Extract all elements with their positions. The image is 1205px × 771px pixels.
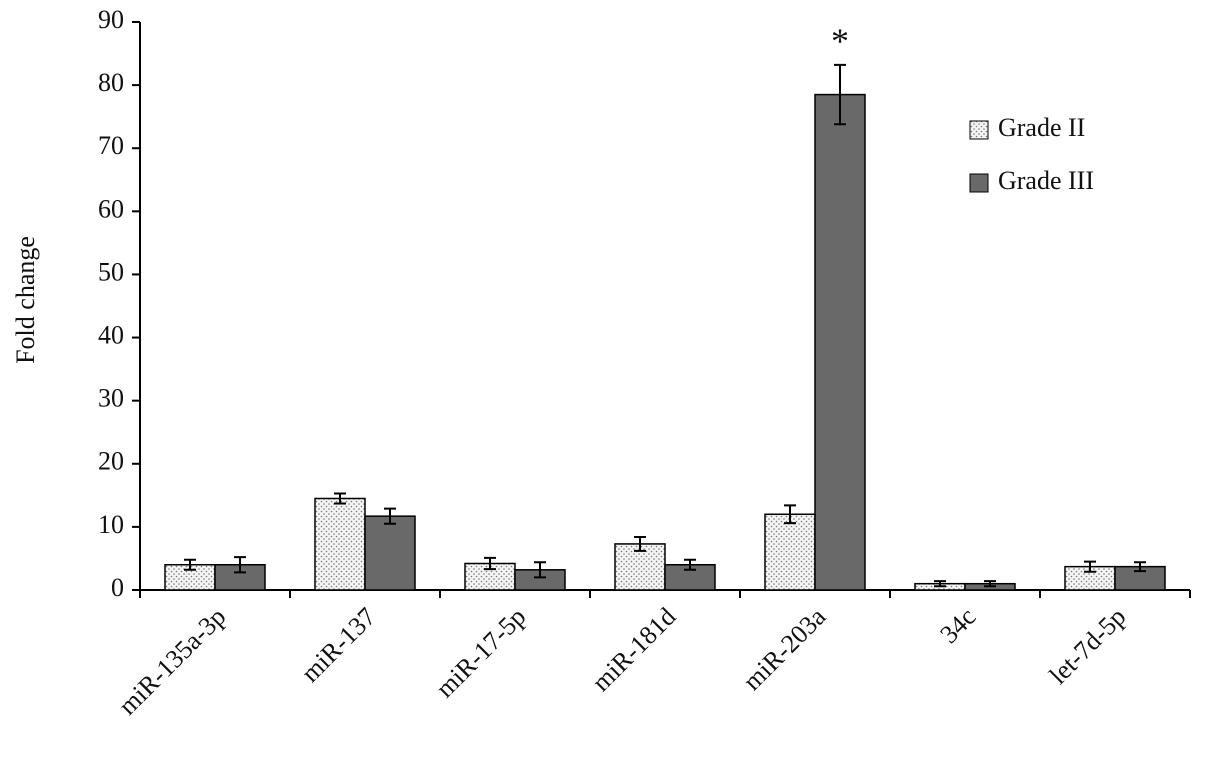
error-bar bbox=[484, 556, 496, 571]
error-bar bbox=[784, 504, 796, 525]
legend-swatch bbox=[969, 120, 989, 140]
bar bbox=[814, 93, 866, 591]
error-bar bbox=[184, 558, 196, 571]
legend-swatch bbox=[969, 173, 989, 193]
legend-label: Grade II bbox=[998, 113, 1085, 142]
error-bar bbox=[684, 558, 696, 571]
x-tick-label: miR-137 bbox=[296, 602, 382, 688]
error-bar bbox=[534, 561, 546, 579]
y-tick-label: 0 bbox=[111, 573, 124, 602]
bar bbox=[314, 497, 366, 591]
y-tick-label: 90 bbox=[98, 5, 124, 34]
error-bar bbox=[634, 535, 646, 552]
x-tick-label: miR-181d bbox=[586, 602, 681, 697]
x-tick-label: miR-135a-3p bbox=[113, 602, 232, 721]
y-tick-label: 10 bbox=[98, 510, 124, 539]
legend-label: Grade III bbox=[998, 166, 1094, 195]
error-bar bbox=[934, 580, 946, 588]
y-tick-label: 80 bbox=[98, 68, 124, 97]
x-tick-label: miR-17-5p bbox=[430, 602, 531, 703]
bar bbox=[364, 515, 416, 591]
error-bar bbox=[334, 492, 346, 505]
error-bar bbox=[384, 507, 396, 525]
y-tick-label: 40 bbox=[98, 321, 124, 350]
error-bar bbox=[1084, 560, 1096, 573]
y-tick-label: 70 bbox=[98, 131, 124, 160]
bar bbox=[764, 513, 816, 591]
annotation: * bbox=[831, 21, 849, 61]
x-tick-label: miR-203a bbox=[737, 602, 831, 696]
bar bbox=[664, 564, 716, 591]
error-bar bbox=[834, 63, 846, 126]
x-tick-label: let-7d-5p bbox=[1044, 602, 1132, 690]
y-axis-label: Fold change bbox=[11, 236, 40, 364]
x-tick-label: 34c bbox=[934, 602, 981, 649]
y-tick-label: 60 bbox=[98, 194, 124, 223]
error-bar bbox=[1134, 561, 1146, 573]
y-tick-label: 30 bbox=[98, 384, 124, 413]
error-bar bbox=[234, 556, 246, 574]
error-bar bbox=[984, 580, 996, 588]
y-tick-label: 20 bbox=[98, 447, 124, 476]
y-tick-label: 50 bbox=[98, 257, 124, 286]
